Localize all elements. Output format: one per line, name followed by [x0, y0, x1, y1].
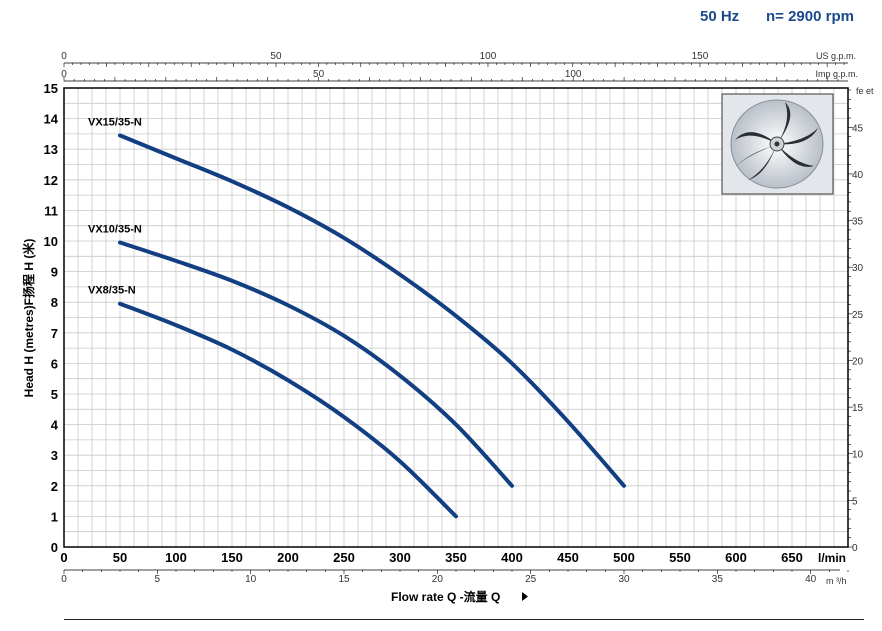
impeller-icon — [721, 93, 834, 195]
y-tick-label: 4 — [51, 418, 59, 433]
x-tick-label: 550 — [669, 550, 691, 565]
x-tick-label: 150 — [221, 550, 243, 565]
series-line-2 — [118, 301, 458, 519]
feet-tick-label: 25 — [852, 310, 864, 321]
imp-gpm-tick-label: 0 — [61, 69, 67, 80]
x-tick-label: 250 — [333, 550, 355, 565]
feet-tick-label: 10 — [852, 450, 864, 461]
x-unit-label: l/min — [818, 551, 846, 565]
m3h-tick-label: 20 — [432, 574, 444, 585]
x-tick-label: 650 — [781, 550, 803, 565]
us-gpm-unit-label: US g.p.m. — [816, 51, 856, 61]
frequency-label: 50 Hz — [700, 8, 740, 25]
x-tick-label: 350 — [445, 550, 467, 565]
x-tick-label: 50 — [113, 550, 127, 565]
series-group: VX15/35-N VX10/35-N VX8/35-N — [88, 116, 626, 519]
m3h-tick-label: 35 — [712, 574, 724, 585]
y-tick-label: 3 — [51, 448, 58, 463]
feet-tick-label: 40 — [852, 170, 864, 181]
imp-gpm-tick-label: 100 — [565, 69, 582, 80]
feet-tick-label: 30 — [852, 263, 864, 274]
m3h-tick-label: 30 — [618, 574, 630, 585]
chart-grid — [64, 88, 848, 547]
us-gpm-tick-label: 0 — [61, 51, 67, 62]
y-tick-label: 6 — [51, 356, 58, 371]
arrow-right-icon — [522, 592, 528, 601]
feet-tick-label: 15 — [852, 403, 864, 414]
series-label-2: VX8/35-N — [88, 285, 136, 297]
y-tick-label: 11 — [44, 203, 58, 218]
m3h-tick-label: 5 — [155, 574, 161, 585]
m3h-tick-label: 10 — [245, 574, 257, 585]
y-tick-label: 0 — [51, 540, 58, 555]
y-tick-label: 12 — [44, 173, 58, 188]
x-tick-label: 400 — [501, 550, 523, 565]
footer-divider — [64, 619, 864, 620]
series-label-1: VX10/35-N — [88, 224, 142, 236]
feet-tick-label: 35 — [852, 217, 864, 228]
m3h-tick-label: 0 — [61, 574, 67, 585]
feet-tick-label: 0 — [852, 543, 858, 554]
imp-gpm-tick-label: 50 — [313, 69, 325, 80]
x-tick-label: 600 — [725, 550, 747, 565]
y-tick-label: 1 — [51, 509, 58, 524]
m3h-unit-label: m ³/h — [826, 576, 847, 586]
feet-tick-label: 5 — [852, 496, 858, 507]
feet-unit-label: fe et — [856, 86, 874, 96]
y-tick-label: 13 — [44, 142, 58, 157]
y-tick-label: 8 — [51, 295, 58, 310]
feet-tick-label: 45 — [852, 123, 864, 134]
x-tick-label: 450 — [557, 550, 579, 565]
x-tick-label: 500 — [613, 550, 635, 565]
us-gpm-tick-label: 150 — [692, 51, 709, 62]
y-tick-label: 9 — [51, 265, 58, 280]
y-tick-label: 5 — [51, 387, 58, 402]
series-line-0 — [118, 133, 626, 488]
y-tick-label: 7 — [51, 326, 58, 341]
x-tick-label: 300 — [389, 550, 411, 565]
x-axis-title: Flow rate Q -流量 Q — [391, 589, 500, 604]
series-line-1 — [118, 240, 514, 488]
m3h-tick-label: 25 — [525, 574, 537, 585]
imp-gpm-unit-label: Imp g.p.m. — [815, 69, 858, 79]
x-tick-label: 200 — [277, 550, 299, 565]
m3h-tick-label: 40 — [805, 574, 817, 585]
feet-tick-label: 20 — [852, 356, 864, 367]
y-tick-label: 15 — [44, 81, 58, 96]
series-label-0: VX15/35-N — [88, 116, 142, 128]
y-tick-label: 10 — [44, 234, 58, 249]
y-tick-label: 14 — [44, 112, 59, 127]
y-axis-title: Head H (metres)F扬程 H (米) — [21, 239, 36, 398]
us-gpm-tick-label: 100 — [480, 51, 497, 62]
m3h-tick-label: 15 — [338, 574, 350, 585]
x-tick-label: 0 — [60, 550, 67, 565]
x-tick-label: 100 — [165, 550, 187, 565]
y-tick-label: 2 — [51, 479, 58, 494]
us-gpm-tick-label: 50 — [270, 51, 282, 62]
plot-frame — [63, 87, 849, 548]
speed-label: n= 2900 rpm — [766, 8, 854, 25]
